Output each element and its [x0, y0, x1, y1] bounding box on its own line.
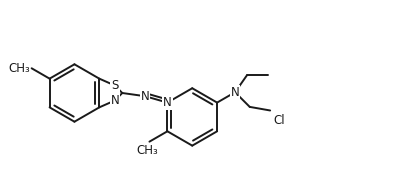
Text: CH₃: CH₃ — [136, 144, 158, 157]
Text: S: S — [111, 79, 118, 92]
Text: N: N — [231, 86, 239, 99]
Text: N: N — [163, 96, 172, 109]
Text: CH₃: CH₃ — [8, 62, 30, 75]
Text: N: N — [110, 94, 119, 107]
Text: N: N — [141, 90, 150, 103]
Text: Cl: Cl — [273, 114, 285, 127]
